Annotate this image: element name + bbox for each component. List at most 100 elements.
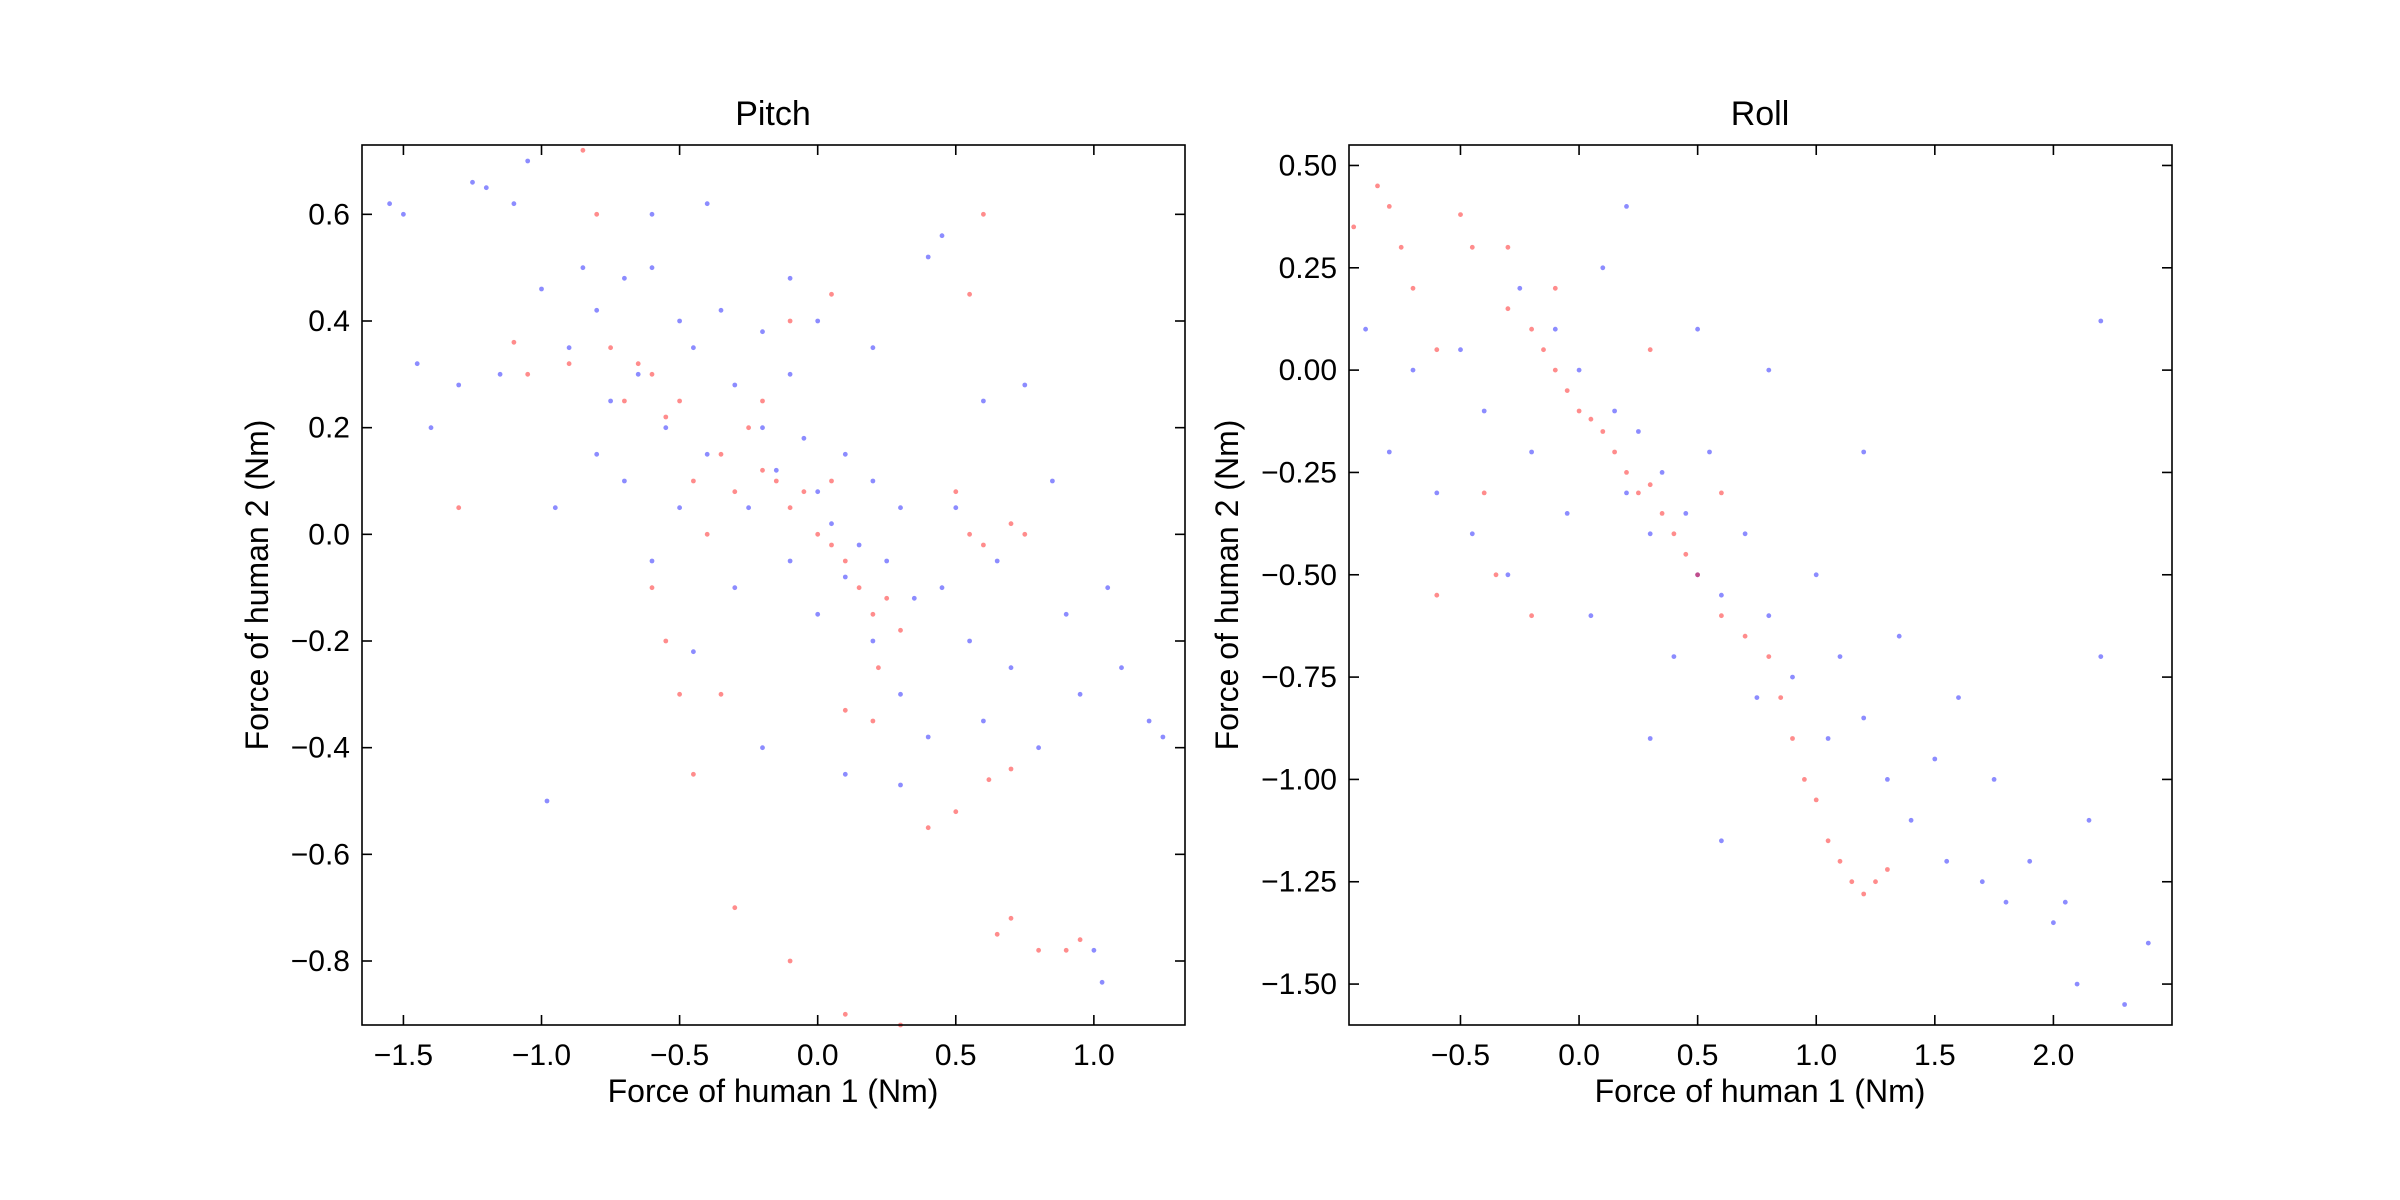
pitch-series-0-point [608, 398, 613, 404]
pitch-series-0-point [704, 201, 710, 207]
roll-series-1-point [1813, 797, 1819, 803]
pitch-x-tick-label: −1.0 [512, 1039, 571, 1072]
pitch-y-tick-label: 0.4 [308, 305, 350, 338]
pitch-series-1-point [870, 718, 876, 724]
roll-series-0-point [1386, 449, 1392, 455]
roll-series-0-point [1742, 531, 1748, 537]
pitch-y-tick-label: 0.6 [308, 198, 350, 231]
roll-series-1-point [1612, 449, 1617, 455]
roll-series-1-point [1885, 867, 1890, 872]
pitch-series-0-point [497, 371, 503, 377]
pitch-series-1-point [801, 489, 807, 495]
roll-series-0-point [1956, 695, 1961, 700]
pitch-series-0-point [1099, 979, 1105, 985]
pitch-series-0-point [677, 318, 682, 324]
pitch-y-tick-label: 0.2 [308, 412, 350, 445]
pitch-series-1-point [1063, 947, 1069, 953]
pitch-series-0-point [870, 345, 876, 351]
roll-series-0-point [1552, 326, 1558, 332]
roll-y-tick-label: 0.50 [1279, 149, 1337, 182]
roll-series-1-point [1802, 777, 1807, 782]
pitch-series-0-point [428, 425, 434, 431]
roll-x-tick-label: 1.5 [1914, 1039, 1956, 1072]
roll-series-0-point [1861, 449, 1867, 455]
roll-series-1-point [1825, 838, 1831, 844]
roll-series-1-point [1493, 572, 1499, 578]
pitch-series-1-point [691, 771, 696, 777]
pitch-panel: −1.5 −1.0 −0.5 0.0 0.5 1.0 −0.8 −0.6 −0.4 −0.2 0.… [239, 95, 1186, 1109]
roll-series-1-point [1564, 388, 1570, 393]
pitch-series-1-point [898, 627, 903, 633]
roll-series-0-point [1363, 326, 1368, 332]
roll-plot-frame [1348, 144, 2173, 1026]
roll-series-1-point [1778, 695, 1784, 700]
roll-y-ticks: −1.50 −1.25 −1.00 −0.75 −0.50 −0.25 0.00 0.25 0.… [1261, 149, 2172, 1001]
roll-series-1-point [1647, 482, 1653, 488]
pitch-series-1-point [704, 531, 710, 537]
roll-series-0-point [1932, 756, 1938, 762]
pitch-series-0-point [911, 595, 917, 601]
roll-series-1-point [1659, 511, 1665, 516]
pitch-x-axis-label: Force of human 1 (Nm) [608, 1073, 939, 1109]
roll-series-1-point [1434, 592, 1440, 598]
pitch-series-0-point [815, 489, 821, 495]
pitch-series-0-point [787, 558, 793, 564]
pitch-series-0-point [994, 558, 1000, 564]
pitch-series-1-point [1008, 521, 1014, 527]
pitch-series-0-point [1119, 665, 1124, 671]
pitch-series-0-point [829, 521, 834, 527]
pitch-series-1-point [718, 691, 724, 697]
pitch-series-0-point [898, 691, 903, 697]
pitch-series-1-point [1022, 531, 1028, 537]
pitch-series-1-point [787, 318, 793, 324]
pitch-x-tick-label: 0.5 [935, 1039, 977, 1072]
pitch-series-0-point [663, 425, 669, 431]
roll-series-1-point [1458, 212, 1463, 218]
roll-series-0-point [1683, 511, 1689, 516]
pitch-series-1-point [677, 398, 682, 404]
roll-series-1-point [1671, 531, 1677, 537]
roll-series-0-point [1754, 695, 1760, 700]
roll-series-0-point [1707, 449, 1712, 455]
roll-x-tick-label: −0.5 [1431, 1039, 1490, 1072]
pitch-series-1-point [876, 665, 881, 671]
roll-series-0-point [1469, 531, 1475, 537]
roll-series-1-point [1552, 285, 1558, 291]
pitch-series-1-point [566, 361, 572, 367]
pitch-series-0-point [691, 649, 696, 655]
pitch-series-0-point [815, 318, 821, 324]
roll-series-0-point [2122, 1002, 2128, 1007]
roll-series-1-point [1481, 490, 1487, 496]
pitch-series-1-point [608, 345, 613, 351]
pitch-series-0-point [566, 345, 572, 351]
roll-series-0-point [1766, 367, 1772, 373]
roll-series-0-point [1410, 367, 1416, 373]
pitch-series-1-point [760, 467, 765, 473]
pitch-series-0-point [787, 275, 793, 281]
roll-y-tick-label: −1.00 [1261, 763, 1337, 796]
pitch-series-0-point [483, 185, 489, 191]
pitch-series-0-point [1036, 745, 1041, 751]
pitch-series-0-point [677, 505, 682, 511]
pitch-series-0-point [649, 265, 655, 271]
roll-y-tick-label: −0.50 [1261, 559, 1337, 592]
pitch-series-0-point [691, 345, 696, 351]
pitch-series-1-point [773, 478, 779, 484]
roll-series-1-point [1766, 654, 1772, 659]
roll-series-0-point [1505, 572, 1511, 578]
roll-series-1-point [1719, 613, 1724, 619]
roll-series-0-point [1885, 777, 1890, 782]
roll-series-1-point [1695, 572, 1700, 578]
pitch-series-0-point [884, 558, 890, 564]
roll-series-1-point [1849, 879, 1855, 885]
pitch-series-1-point [677, 691, 682, 697]
roll-series-0-point [1434, 490, 1440, 496]
roll-series-0-point [2074, 981, 2080, 987]
pitch-series-1-point [787, 958, 793, 964]
pitch-series-1-point [842, 1011, 848, 1017]
roll-series-1-point [1469, 244, 1475, 250]
roll-series-1-point [1552, 367, 1558, 373]
roll-series-0-point [1837, 654, 1843, 659]
roll-series-0-point [1588, 613, 1594, 619]
roll-title: Roll [1731, 95, 1790, 133]
